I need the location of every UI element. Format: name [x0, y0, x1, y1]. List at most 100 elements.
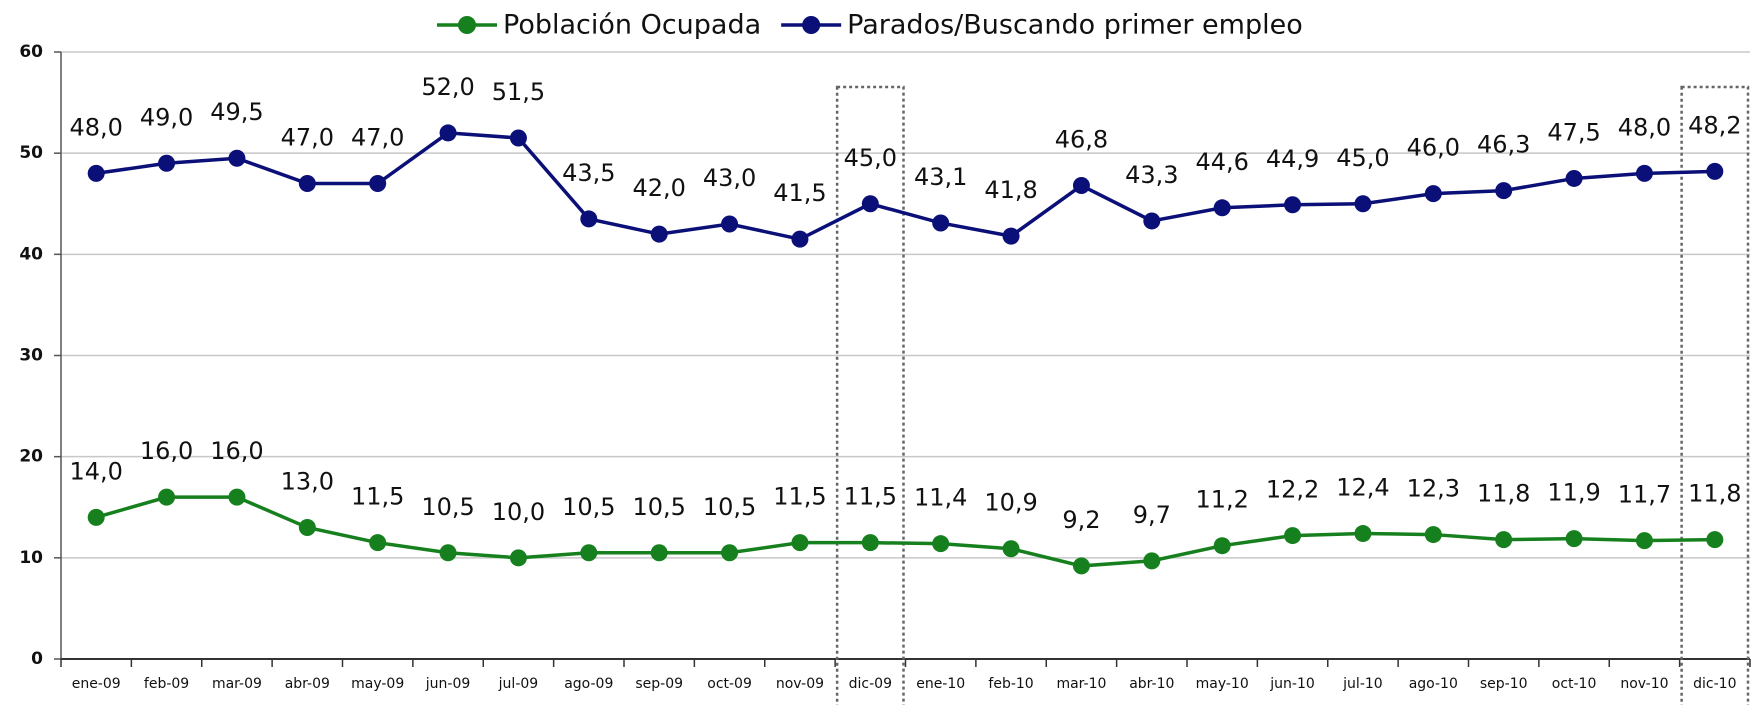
series-line [95, 495, 1715, 568]
data-point [721, 544, 739, 562]
data-point [1565, 530, 1583, 548]
x-tick-label: feb-10 [988, 676, 1033, 692]
data-label: 52,0 [421, 73, 474, 101]
x-tick-label: ago-10 [1409, 676, 1458, 692]
data-label: 11,4 [914, 484, 967, 512]
data-label: 12,2 [1266, 476, 1319, 504]
data-point [650, 225, 668, 243]
x-tick-label: ene-10 [916, 676, 965, 692]
x-tick-label: sep-09 [635, 676, 683, 692]
data-point [228, 488, 246, 506]
x-tick-label: dic-10 [1693, 676, 1736, 692]
data-label: 10,5 [562, 493, 615, 521]
data-label: 41,5 [773, 179, 826, 207]
data-point [1354, 195, 1372, 213]
y-tick-label: 40 [19, 244, 43, 264]
x-tick-label: ago-09 [564, 676, 613, 692]
x-tick-label: oct-10 [1552, 676, 1597, 692]
data-label: 44,9 [1266, 145, 1319, 173]
data-point [87, 164, 105, 182]
data-label: 49,0 [140, 103, 193, 131]
data-point [1072, 177, 1090, 195]
x-tick-label: jun-09 [425, 676, 471, 692]
data-label: 45,0 [844, 144, 897, 172]
y-tick-label: 20 [19, 447, 43, 467]
data-point [1495, 531, 1513, 549]
data-point [1143, 212, 1161, 230]
data-label: 43,0 [703, 164, 756, 192]
data-label: 49,5 [210, 98, 263, 126]
data-point [1495, 182, 1513, 200]
legend-label: Población Ocupada [503, 10, 761, 41]
data-label: 46,0 [1407, 134, 1460, 162]
data-label: 11,9 [1547, 479, 1600, 507]
data-label: 43,3 [1125, 161, 1178, 189]
data-point [1002, 227, 1020, 245]
data-label: 44,6 [1195, 148, 1248, 176]
data-point [1284, 196, 1302, 214]
x-tick-label: may-09 [351, 676, 404, 692]
data-point [580, 210, 598, 228]
legend-label: Parados/Buscando primer empleo [847, 10, 1303, 41]
data-point [861, 534, 879, 552]
data-label: 11,8 [1477, 480, 1530, 508]
data-label: 10,5 [632, 493, 685, 521]
x-tick-label: dic-09 [849, 676, 892, 692]
data-point [369, 175, 387, 193]
data-label: 47,0 [351, 124, 404, 152]
data-point [298, 518, 316, 536]
data-point [1635, 164, 1653, 182]
legend-marker [802, 16, 821, 34]
data-label: 47,0 [281, 124, 334, 152]
x-tick-label: sep-10 [1480, 676, 1528, 692]
data-point [721, 215, 739, 233]
legend: Población Ocupada Parados/Buscando primer… [437, 10, 1303, 41]
data-label: 10,5 [421, 493, 474, 521]
x-tick-label: mar-10 [1056, 676, 1106, 692]
x-tick-label: may-10 [1196, 676, 1249, 692]
data-point [439, 544, 457, 562]
data-label: 11,5 [773, 483, 826, 511]
data-point [1143, 552, 1161, 570]
x-tick-label: jun-10 [1269, 676, 1315, 692]
data-point [509, 129, 527, 147]
data-point [158, 154, 176, 172]
y-tick-label: 30 [19, 346, 43, 366]
y-tick-label: 0 [31, 649, 43, 669]
data-point [1635, 532, 1653, 550]
series-line [95, 131, 1715, 241]
y-tick-label: 10 [19, 548, 43, 568]
data-label: 9,7 [1133, 501, 1171, 529]
data-label: 10,9 [984, 489, 1037, 517]
data-label: 12,4 [1336, 474, 1389, 502]
data-point [791, 534, 809, 552]
data-point [1424, 185, 1442, 203]
data-point [932, 214, 950, 232]
data-point [791, 230, 809, 248]
data-point [509, 549, 527, 567]
data-label: 51,5 [492, 78, 545, 106]
data-point [1213, 537, 1231, 555]
data-point [1706, 162, 1724, 180]
data-point [439, 124, 457, 142]
data-label: 41,8 [984, 176, 1037, 204]
data-label: 46,3 [1477, 131, 1530, 159]
data-label: 43,5 [562, 159, 615, 187]
data-point [228, 149, 246, 167]
data-point [1213, 199, 1231, 217]
data-label: 14,0 [69, 457, 122, 485]
data-point [87, 508, 105, 526]
data-label: 11,2 [1195, 486, 1248, 514]
data-point [1706, 531, 1724, 549]
x-tick-label: jul-10 [1342, 676, 1383, 692]
data-label: 48,0 [69, 113, 122, 141]
data-point [580, 544, 598, 562]
data-label: 42,0 [632, 174, 685, 202]
data-label: 16,0 [210, 437, 263, 465]
data-point [1284, 527, 1302, 545]
data-label: 48,2 [1688, 111, 1741, 139]
data-label: 10,0 [492, 498, 545, 526]
data-point [1002, 540, 1020, 558]
data-label: 11,5 [844, 483, 897, 511]
